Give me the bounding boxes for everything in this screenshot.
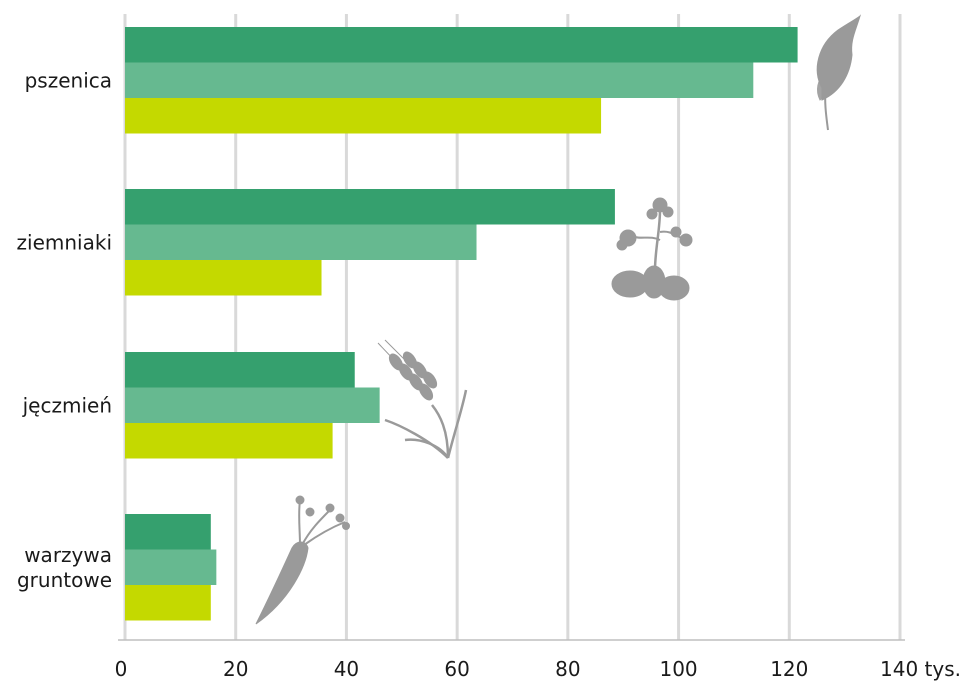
- bar: [125, 352, 355, 388]
- bar: [125, 387, 380, 423]
- bar: [125, 549, 217, 585]
- category-label-line: pszenica: [25, 68, 112, 92]
- category-label: warzywa gruntowe: [17, 543, 112, 592]
- barley-icon: [377, 339, 468, 459]
- x-tick-label: 120: [770, 657, 808, 681]
- wheat-icon: [816, 14, 862, 131]
- category-label: pszenica: [25, 68, 112, 92]
- category-labels: pszenica ziemniaki jęczmień warzywa gruntowe: [17, 68, 112, 592]
- x-tick-label: 40: [334, 657, 359, 681]
- bars: [125, 27, 798, 621]
- x-tick-label: 100: [659, 657, 697, 681]
- bar: [125, 514, 211, 550]
- bar: [125, 585, 211, 621]
- bar: [125, 224, 477, 260]
- bar: [125, 27, 798, 63]
- x-tick-label: 140 tys.: [880, 657, 960, 681]
- bar: [125, 423, 333, 459]
- category-label: ziemniaki: [17, 230, 112, 254]
- x-tick-labels: 0 20 40 60 80 100 120 140 tys.: [115, 657, 960, 681]
- bar: [125, 260, 322, 296]
- x-tick-label: 80: [555, 657, 580, 681]
- category-label-line: gruntowe: [17, 568, 112, 592]
- category-label-line: ziemniaki: [17, 230, 112, 254]
- potato-plant-icon: [611, 197, 693, 301]
- category-label-line: warzywa: [24, 543, 112, 567]
- bar: [125, 62, 754, 98]
- x-tick-label: 20: [223, 657, 248, 681]
- x-tick-label: 0: [115, 657, 128, 681]
- category-label-line: jęczmień: [22, 393, 112, 417]
- carrot-icon: [255, 495, 350, 625]
- bar: [125, 98, 602, 134]
- bar: [125, 189, 615, 225]
- category-label: jęczmień: [22, 393, 112, 417]
- x-tick-label: 60: [444, 657, 469, 681]
